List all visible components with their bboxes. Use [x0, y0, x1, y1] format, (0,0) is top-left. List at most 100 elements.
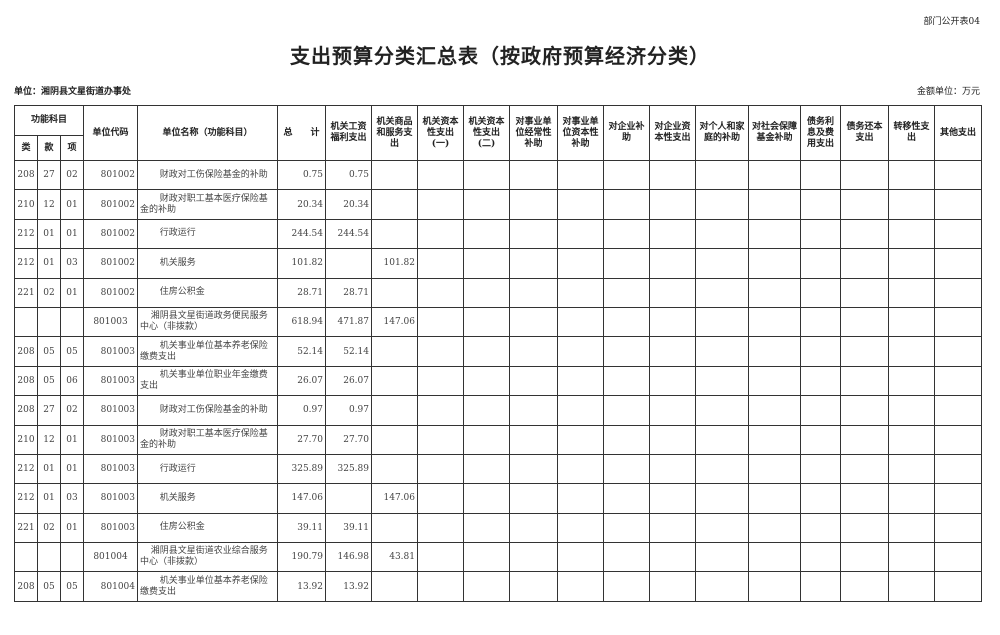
header-section: 款: [37, 135, 61, 161]
cell-empty: [463, 189, 510, 220]
cell-total: 147.06: [277, 483, 326, 514]
cell-empty: [888, 159, 935, 191]
cell-empty: [888, 248, 935, 279]
cell-class: 212: [14, 218, 38, 250]
cell-class: 212: [14, 248, 38, 279]
cell-empty: [649, 365, 696, 397]
cell-empty: [840, 453, 889, 485]
cell-empty: [603, 159, 650, 191]
cell-empty: [888, 512, 935, 544]
cell-section: 01: [37, 483, 61, 514]
cell-empty: [603, 395, 650, 426]
cell-empty: [748, 218, 801, 250]
cell-empty: [557, 365, 604, 397]
cell-unit-code: 801003: [83, 453, 138, 485]
cell-empty: [934, 306, 982, 338]
cell-empty: [417, 336, 464, 367]
cell-empty: [888, 395, 935, 426]
cell-empty: [840, 218, 889, 250]
cell-goods-services: 147.06: [371, 483, 418, 514]
cell-wages: 325.89: [325, 453, 372, 485]
cell-goods-services: [371, 571, 418, 602]
cell-empty: [417, 277, 464, 308]
cell-item: 02: [60, 159, 84, 191]
header-function-subject: 功能科目: [14, 105, 84, 136]
cell-empty: [463, 395, 510, 426]
cell-section: 05: [37, 336, 61, 367]
table-row: 221 02 01 801002 住房公积金 28.71 28.71: [14, 277, 982, 308]
cell-empty: [695, 218, 749, 250]
cell-unit-name: 湘阴县文星街道政务便民服务中心（非拨款）: [137, 306, 278, 338]
cell-goods-services: [371, 277, 418, 308]
cell-unit-code: 801002: [83, 218, 138, 250]
cell-unit-code: 801002: [83, 248, 138, 279]
cell-empty: [934, 189, 982, 220]
cell-empty: [557, 542, 604, 573]
cell-empty: [603, 571, 650, 602]
cell-empty: [800, 483, 841, 514]
cell-empty: [463, 159, 510, 191]
cell-empty: [800, 542, 841, 573]
cell-section: 12: [37, 189, 61, 220]
cell-empty: [748, 189, 801, 220]
cell-empty: [649, 453, 696, 485]
cell-empty: [840, 277, 889, 308]
cell-empty: [934, 336, 982, 367]
cell-empty: [800, 336, 841, 367]
cell-empty: [888, 277, 935, 308]
cell-empty: [840, 571, 889, 602]
cell-empty: [557, 336, 604, 367]
cell-empty: [934, 542, 982, 573]
cell-goods-services: [371, 218, 418, 250]
cell-empty: [840, 512, 889, 544]
cell-empty: [417, 218, 464, 250]
table-row: 212 01 01 801003 行政运行 325.89 325.89: [14, 453, 982, 485]
cell-empty: [649, 571, 696, 602]
cell-empty: [800, 512, 841, 544]
cell-empty: [509, 159, 558, 191]
cell-section: 02: [37, 512, 61, 544]
header-total: 总 计: [277, 105, 326, 161]
cell-empty: [603, 218, 650, 250]
cell-goods-services: [371, 189, 418, 220]
cell-empty: [888, 336, 935, 367]
cell-empty: [417, 395, 464, 426]
cell-total: 20.34: [277, 189, 326, 220]
cell-empty: [748, 512, 801, 544]
cell-empty: [800, 395, 841, 426]
cell-empty: [934, 483, 982, 514]
cell-empty: [934, 277, 982, 308]
cell-unit-code: 801002: [83, 277, 138, 308]
cell-item: 01: [60, 512, 84, 544]
cell-section: 01: [37, 218, 61, 250]
cell-wages: 146.98: [325, 542, 372, 573]
cell-wages: 27.70: [325, 424, 372, 455]
cell-wages: 0.97: [325, 395, 372, 426]
cell-total: 0.75: [277, 159, 326, 191]
cell-class: 208: [14, 159, 38, 191]
cell-empty: [888, 424, 935, 455]
cell-total: 28.71: [277, 277, 326, 308]
cell-empty: [509, 365, 558, 397]
cell-empty: [649, 542, 696, 573]
cell-empty: [840, 365, 889, 397]
cell-class: 212: [14, 483, 38, 514]
cell-total: 0.97: [277, 395, 326, 426]
cell-empty: [800, 453, 841, 485]
cell-empty: [509, 395, 558, 426]
cell-empty: [934, 512, 982, 544]
cell-item: 01: [60, 189, 84, 220]
cell-empty: [934, 218, 982, 250]
cell-empty: [695, 189, 749, 220]
cell-wages: 39.11: [325, 512, 372, 544]
header-household-subsidy: 对个人和家庭的补助: [695, 105, 749, 161]
header-enterprise-subsidy: 对企业补助: [603, 105, 650, 161]
cell-empty: [748, 395, 801, 426]
header-institution-recurrent: 对事业单位经常性补助: [509, 105, 558, 161]
cell-empty: [509, 306, 558, 338]
cell-wages: 244.54: [325, 218, 372, 250]
cell-unit-name: 财政对工伤保险基金的补助: [137, 159, 278, 191]
cell-empty: [748, 453, 801, 485]
cell-goods-services: 101.82: [371, 248, 418, 279]
cell-empty: [463, 542, 510, 573]
